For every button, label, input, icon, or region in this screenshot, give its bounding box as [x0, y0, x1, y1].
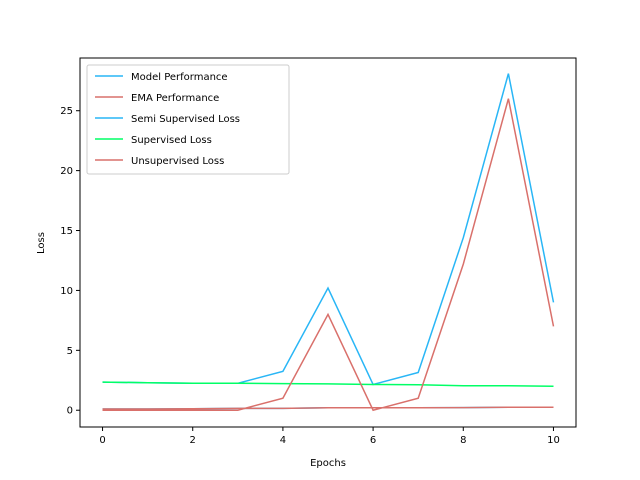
x-tick-label: 0: [99, 435, 105, 446]
legend-label: EMA Performance: [131, 93, 219, 104]
x-tick-label: 2: [190, 435, 196, 446]
y-tick-label: 25: [60, 106, 73, 117]
legend-label: Semi Supervised Loss: [131, 114, 240, 125]
x-tick-label: 8: [460, 435, 466, 446]
y-tick-label: 15: [60, 226, 73, 237]
x-tick-label: 10: [547, 435, 560, 446]
y-tick-label: 0: [67, 406, 73, 417]
series-line-3: [102, 381, 554, 388]
legend-label: Unsupervised Loss: [131, 156, 224, 167]
plot-frame: [79, 57, 577, 428]
y-tick-label: 10: [60, 286, 73, 297]
legend: Model Performance EMA Performance Semi Sup…: [86, 64, 290, 175]
x-tick-label: 6: [370, 435, 376, 446]
legend-label: Model Performance: [131, 72, 228, 83]
y-axis-label: Loss: [36, 232, 47, 254]
series-line-4: [102, 98, 555, 412]
legend-box: [86, 64, 290, 175]
x-tick-label: 4: [280, 435, 286, 446]
baseline-line-1: [102, 406, 554, 410]
y-tick-label: 5: [67, 346, 73, 357]
x-axis-label: Epochs: [310, 458, 346, 469]
y-tick-label: 20: [60, 166, 73, 177]
legend-label: Supervised Loss: [131, 135, 212, 146]
